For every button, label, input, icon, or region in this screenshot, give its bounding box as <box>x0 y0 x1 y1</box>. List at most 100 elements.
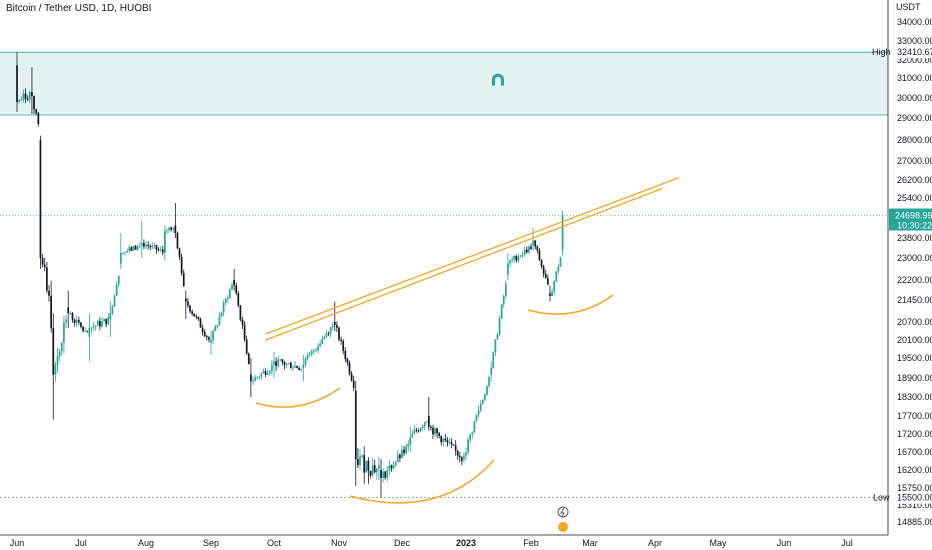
candle-body <box>78 319 80 323</box>
last-price-value: 24698.99 <box>895 211 932 221</box>
x-tick-label: Aug <box>138 538 154 548</box>
candle-body <box>448 442 451 444</box>
candle-body <box>178 248 181 258</box>
candle-body <box>18 99 20 102</box>
candle-body <box>507 263 509 275</box>
candle-body <box>279 359 282 361</box>
candle-body <box>542 266 545 274</box>
candle-body <box>465 452 467 456</box>
candle-body <box>401 449 403 459</box>
candle-body <box>546 278 549 285</box>
candle-body <box>306 355 309 359</box>
last-price-tag <box>889 208 932 231</box>
low-tag-bg <box>893 491 932 504</box>
candle-body <box>182 273 185 287</box>
candle-body <box>58 351 61 356</box>
candle-body <box>252 380 254 382</box>
candle-body <box>235 285 238 294</box>
candle-body <box>413 430 416 434</box>
candle-body <box>557 266 560 272</box>
candle-body <box>247 353 250 365</box>
candle-body <box>84 330 87 332</box>
candle-body <box>168 227 170 231</box>
candle-body <box>500 304 503 319</box>
candle-body <box>39 140 42 258</box>
candle-body <box>494 339 497 353</box>
x-tick-label: Apr <box>648 538 662 548</box>
cup-arc-1 <box>255 387 341 408</box>
candle-body <box>191 311 193 314</box>
candle-body <box>237 293 240 306</box>
candle-body <box>54 364 57 375</box>
cup-arc-2 <box>527 294 614 315</box>
candle-body <box>446 440 449 443</box>
y-tick-label: 22200.00 <box>897 275 932 285</box>
candle-body <box>103 318 105 322</box>
candle-body <box>203 331 206 337</box>
candle-body <box>363 455 366 473</box>
candle-body <box>407 444 410 447</box>
price-axis: USDT 34000.00 33000.00 32000.00 31000.00 3000… <box>872 0 932 550</box>
candle-body <box>56 355 59 365</box>
y-tick-label: 19500.00 <box>897 353 932 363</box>
candle-body <box>354 390 357 460</box>
candle-body <box>434 428 436 435</box>
candle-body <box>425 421 428 423</box>
high-tag-bg <box>893 46 932 59</box>
candle-body <box>346 359 349 363</box>
candle-body <box>138 245 141 247</box>
candle-body <box>90 327 93 329</box>
high-label: High <box>872 47 891 57</box>
candle-body <box>229 289 231 298</box>
candle-body <box>315 350 317 351</box>
candle-body <box>266 373 269 375</box>
candle-body <box>540 259 543 267</box>
candle-body <box>268 371 271 374</box>
candle-body <box>65 319 67 323</box>
candle-body <box>220 312 223 317</box>
candle-body <box>170 227 173 230</box>
candle-body <box>467 439 469 453</box>
candle-body <box>488 377 490 386</box>
candle-body <box>344 350 347 360</box>
candle-body <box>31 92 33 96</box>
candle-body <box>94 325 97 327</box>
candle-body <box>325 333 328 337</box>
y-tick-label: 17200.00 <box>897 429 932 439</box>
candle-body <box>486 385 488 395</box>
candle-body <box>226 297 229 299</box>
candle-body <box>409 437 412 445</box>
candle-body <box>452 444 455 446</box>
candle-body <box>371 465 374 476</box>
candle-body <box>463 455 465 460</box>
candle-body <box>538 250 541 260</box>
candle-body <box>308 353 311 356</box>
candle-body <box>243 324 246 340</box>
candle-body <box>201 327 204 332</box>
candle-body <box>48 290 50 296</box>
y-tick-label: 33000.00 <box>897 36 932 46</box>
candle-body <box>193 313 196 317</box>
candle-body <box>292 367 294 369</box>
candle-body <box>496 334 499 340</box>
candle-body <box>128 247 131 252</box>
candle-body <box>438 433 441 437</box>
y-tick-label: 18300.00 <box>897 392 932 402</box>
x-tick-label: Sep <box>203 538 219 548</box>
candle-body <box>277 359 280 366</box>
candle-body <box>350 373 353 381</box>
candle-body <box>275 361 277 366</box>
candle-body <box>60 342 63 352</box>
candle-body <box>117 275 120 285</box>
candle-body <box>205 336 208 338</box>
candle-body <box>473 420 476 433</box>
candle-body <box>208 337 210 340</box>
candle-body <box>319 343 321 347</box>
low-label: Low <box>873 493 890 503</box>
candle-body <box>37 112 40 125</box>
candle-body <box>199 319 202 328</box>
y-tick-label: 26200.00 <box>897 175 932 185</box>
candle-body <box>536 246 539 251</box>
candle-body <box>331 325 334 328</box>
